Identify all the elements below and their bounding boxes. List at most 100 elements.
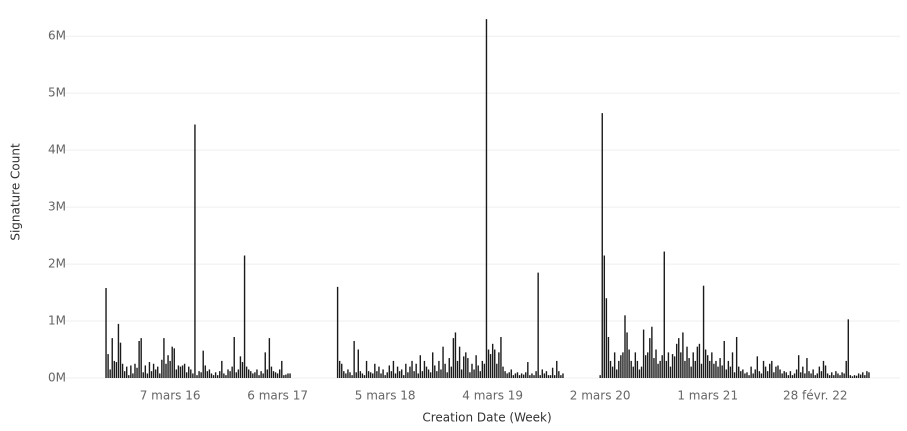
bar [514,373,517,378]
bar [667,352,670,378]
bar [711,352,713,378]
bar [475,355,477,378]
bar [256,369,258,378]
bar [336,286,339,378]
bar [274,372,277,378]
bar [235,372,237,378]
bar [212,375,215,378]
bar [562,373,564,378]
bar [456,360,459,378]
bar [649,338,651,378]
bar [134,363,136,378]
bar [382,369,384,378]
bar [411,360,413,378]
bar [372,373,374,378]
bar [245,366,248,378]
bar [473,369,475,378]
bar [812,369,814,378]
x-tick-label: 5 mars 18 [355,389,416,403]
bar [700,363,703,378]
bar [651,326,653,378]
bar [531,373,533,378]
bar [359,371,362,378]
bar [702,285,705,378]
bar [115,362,118,378]
bar [152,363,155,378]
bar [157,366,159,378]
bar [808,371,810,378]
bar [868,372,870,378]
bar [537,272,539,378]
bar [450,366,453,378]
bar [777,365,779,378]
bar [183,363,186,378]
bar [862,372,864,378]
bar [816,373,818,378]
bar [669,366,672,378]
y-tick-label: 6M [48,29,66,43]
bar [795,369,798,378]
bar [543,373,546,378]
bar [715,360,717,378]
bar [698,343,701,378]
bar [694,360,696,378]
bar [773,372,775,378]
bar [725,369,728,378]
bar [551,367,554,378]
bar [121,363,124,378]
bar [266,369,269,378]
bar [210,373,213,378]
bar [219,371,221,378]
bar [429,372,432,378]
bar [717,366,719,378]
x-tick-label: 6 mars 17 [247,389,308,403]
bar [828,375,831,378]
bar [471,363,473,378]
bar [204,365,206,378]
bar [415,363,417,378]
bar [260,371,262,378]
bar [239,356,242,378]
bar [706,355,709,378]
bar [783,371,785,378]
bar [413,371,415,378]
bar [361,373,364,378]
bar [463,356,465,378]
bar [535,371,537,378]
bar [781,373,783,378]
bar [489,354,492,378]
bar [818,366,821,378]
bar [520,373,523,378]
bar [721,365,723,378]
bar [390,371,393,378]
bar [675,343,678,378]
bar [436,371,438,378]
bar [200,372,202,378]
bar [599,375,601,378]
bar [771,360,773,378]
bar [744,373,746,378]
bar [380,373,382,378]
bar [518,375,521,378]
bar [169,360,171,378]
bar [167,355,169,378]
bar [144,365,147,378]
bar [229,371,231,378]
bar [632,366,634,378]
bar [165,363,167,378]
bar [622,352,624,378]
bar [655,349,657,378]
y-tick-label: 0M [48,371,66,385]
bar [384,375,386,378]
bar [752,373,754,378]
bar [351,375,353,378]
bar [150,371,153,378]
bar [835,371,837,378]
bar [512,375,515,378]
bar [161,359,163,378]
bar [671,354,674,378]
bar [638,369,641,378]
x-axis-title: Creation Date (Week) [422,411,551,425]
bar [549,375,552,378]
